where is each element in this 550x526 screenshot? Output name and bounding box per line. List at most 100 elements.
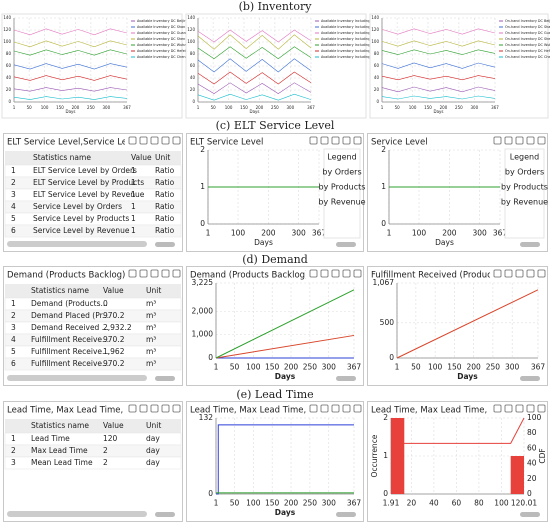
series-line [13,49,128,56]
h-scrollbar [7,511,147,517]
scrollbar [336,242,356,247]
x-tick-label: 40 [429,499,439,508]
y-tick-label: 0 [208,489,213,498]
h-scrollbar [7,241,147,247]
y-tick-label: 2,000 [192,306,214,315]
tool-icon [537,404,546,413]
series-line [381,95,496,100]
y-tick-label: 40 [6,75,12,80]
table-cell: 1 [131,166,136,175]
series-line [391,417,525,444]
legend-label: Available Inventory Including Backlog DC… [321,19,403,23]
table-header [5,151,181,165]
y-tick-label: 120 [3,27,11,32]
series-line [13,40,128,48]
panel-title: ELT Service Level [190,138,263,148]
column-header: Unit [146,286,161,295]
tool-icon [172,136,181,145]
y-tick-label: 132 [199,413,214,422]
table-cell: 1,962 [103,347,125,356]
x-tick-label: 100 [246,499,261,508]
table-cell: 1 [131,202,136,211]
legend-label: On-hand Inventory DC Chengdu [505,55,550,59]
series-line [13,63,128,70]
x-tick-label: 100 [231,229,246,238]
series-line [13,28,128,36]
scrollbar [520,376,540,381]
y-tick-label: 1 [200,182,205,191]
x-tick-label: 120.01 [511,499,537,508]
scrollbar [336,376,356,381]
table-cell: m³ [146,335,156,344]
x-tick-label: 100 [409,105,417,110]
tool-icon [493,136,502,145]
y-tick-label: 0 [383,489,388,498]
x-tick-label: 300 [505,363,520,372]
table-cell: Demand Placed (Pr... [31,311,109,320]
column-header: Statistics name [31,421,89,430]
legend-label: Available Inventory DC Guangzhou [137,31,196,35]
y-tick-label: 60 [374,63,380,68]
tool-icon [526,136,535,145]
y-tick-label: 0 [376,99,379,104]
panel-title: Demand (Products Backlog), Dema [190,271,339,281]
legend-label: Available Inventory Including Backlog DC… [321,43,404,47]
tool-icon [172,269,181,278]
x-tick-label: 80 [474,499,484,508]
series-line [13,96,128,100]
tool-icon [161,404,170,413]
tool-icon [172,404,181,413]
x-tick-label: 20 [407,499,417,508]
legend-label: Available Inventory DC Shanghai [137,25,193,29]
table-cell: Service Level by Revenue [33,226,130,235]
series-line [13,87,128,92]
table-cell: Ratio [155,214,175,223]
table-cell: Mean Lead Time [31,458,93,467]
x-tick-label: 367 [491,105,499,110]
column-header: Unit [146,421,161,430]
x-tick-label: 300 [470,105,478,110]
tool-icon [161,269,170,278]
tool-icon [320,269,329,278]
table-cell: day [146,458,160,467]
table-cell: m³ [146,323,156,332]
y-tick-label: 0 [8,99,11,104]
series-line [13,75,128,81]
x-tick-label: 1 [214,499,219,508]
table-cell: m³ [146,299,156,308]
y-tick-label: 500 [380,318,395,327]
x-tick-label: 50 [411,363,421,372]
scrollbar [520,512,540,517]
legend-label: On-hand Inventory DC Guangzhou [505,31,550,35]
tool-icon [309,136,318,145]
series-line [197,82,312,94]
legend-label: Available Inventory Including Backlog DC… [321,31,411,35]
y-tick-label: 80 [374,51,380,56]
y-tick-label: 120 [187,27,195,32]
column-header: Value [131,153,152,162]
tool-icon [139,136,148,145]
tool-icon [526,404,535,413]
x-axis-label: Days [254,238,273,247]
legend-label: Available Inventory DC Beijing [137,19,188,23]
panel-title: Service Level [371,138,428,148]
table-cell: 120 [103,434,118,443]
x-tick-label: 200 [440,105,448,110]
x-tick-label: 50 [230,363,240,372]
column-header: Value [103,286,124,295]
x-axis-label: Days [250,109,260,114]
legend-label: On-hand Inventory DC Shanghai [505,25,550,29]
x-tick-label: 367 [347,499,362,508]
scrollbar [155,512,175,517]
x-tick-label: 1 [13,105,16,110]
legend-label: Available Inventory Including Backlog DC… [321,55,407,59]
tool-icon [515,404,524,413]
table-cell: 2,932.2 [103,323,132,332]
x-tick-label: 300 [286,105,294,110]
legend-label: by Revenue [318,198,365,207]
x-tick-label: 300 [473,229,488,238]
legend-label: Available Inventory DC Chengdu [137,55,192,59]
x-axis-label: Days [434,109,444,114]
table-cell: Service Level by Products [33,214,129,223]
y-tick-label: 100 [187,39,195,44]
